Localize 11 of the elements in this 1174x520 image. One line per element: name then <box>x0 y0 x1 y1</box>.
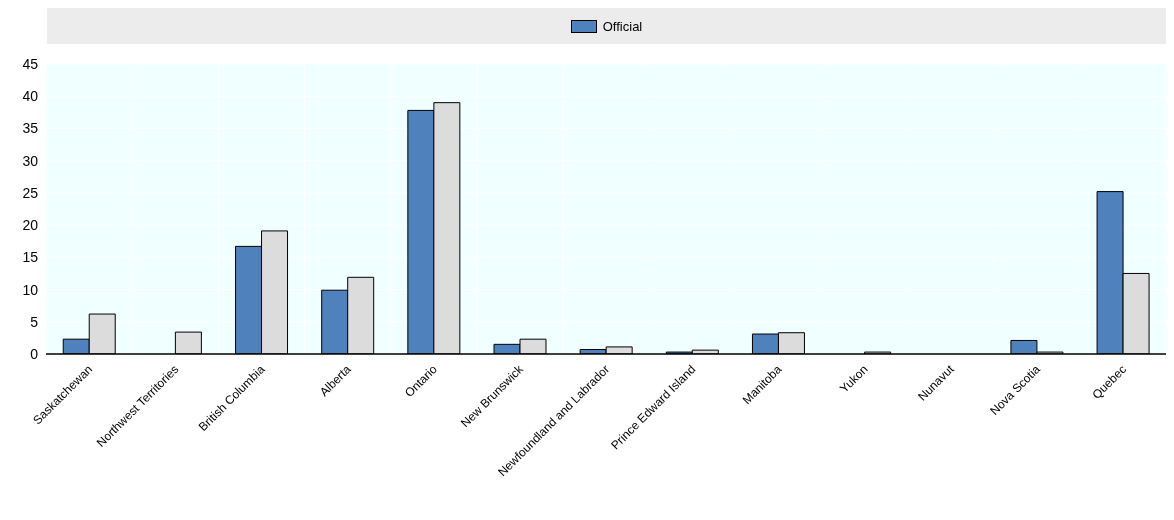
y-tick-label: 0 <box>30 345 39 362</box>
y-tick-label: 25 <box>22 184 39 201</box>
y-tick-label: 45 <box>22 55 39 72</box>
y-tick-label: 40 <box>22 88 39 105</box>
y-tick-label: 20 <box>22 217 39 234</box>
legend-label: Official <box>602 18 643 34</box>
y-tick-label: 10 <box>22 281 39 298</box>
y-tick-label: 35 <box>22 120 39 137</box>
y-tick-label: 15 <box>22 249 39 266</box>
y-tick-label: 30 <box>22 152 39 169</box>
y-tick-label: 5 <box>30 313 39 330</box>
